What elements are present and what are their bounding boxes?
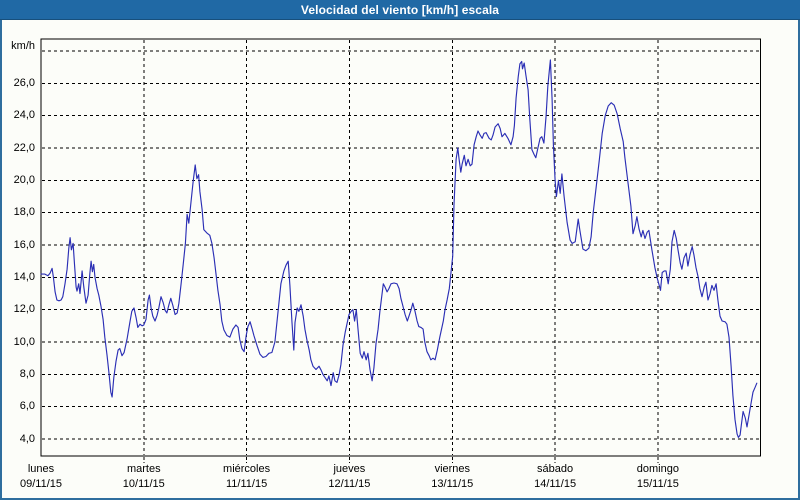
chart-title-bar: Velocidad del viento [km/h] escala xyxy=(0,0,800,20)
y-tick-label: 16,0 xyxy=(13,238,35,251)
day-date: 10/11/15 xyxy=(122,478,165,490)
plot-border xyxy=(40,38,762,457)
y-tick-label: 6,0 xyxy=(19,400,35,413)
day-date: 14/11/15 xyxy=(534,478,577,490)
chart-title: Velocidad del viento [km/h] escala xyxy=(300,2,500,17)
y-tick-label: 4,0 xyxy=(19,432,35,445)
y-tick-label: 20,0 xyxy=(13,173,35,186)
wind-speed-line xyxy=(40,59,758,438)
day-date: 12/11/15 xyxy=(328,478,371,490)
day-date: 15/11/15 xyxy=(636,478,679,490)
day-name: viernes xyxy=(434,463,471,475)
day-name: lunes xyxy=(27,463,55,475)
y-tick-label: 10,0 xyxy=(13,335,35,348)
x-day-label: martes 10/11/15 xyxy=(89,462,199,492)
day-date: 09/11/15 xyxy=(19,478,62,490)
y-tick-label: 22,0 xyxy=(13,141,35,154)
day-name: sábado xyxy=(537,463,574,475)
x-day-label: lunes 09/11/15 xyxy=(0,462,96,492)
y-tick-label: 26,0 xyxy=(13,76,35,89)
x-day-label: sábado 14/11/15 xyxy=(500,462,610,492)
y-tick-label: 8,0 xyxy=(19,367,35,380)
x-day-label: miércoles 11/11/15 xyxy=(192,462,302,492)
day-name: martes xyxy=(126,463,161,475)
day-date: 13/11/15 xyxy=(431,478,474,490)
day-name: miércoles xyxy=(223,463,271,475)
day-name: domingo xyxy=(636,463,679,475)
y-tick-label: 18,0 xyxy=(13,206,35,219)
y-tick-label: 14,0 xyxy=(13,270,35,283)
day-date: 11/11/15 xyxy=(226,478,268,490)
x-day-label: viernes 13/11/15 xyxy=(397,462,507,492)
y-axis-unit-label: km/h xyxy=(11,40,35,52)
y-tick-label: 12,0 xyxy=(13,303,35,316)
x-day-label: domingo 15/11/15 xyxy=(603,462,713,492)
x-day-label: jueves 12/11/15 xyxy=(294,462,404,492)
day-name: jueves xyxy=(333,463,366,475)
y-tick-label: 24,0 xyxy=(13,109,35,122)
